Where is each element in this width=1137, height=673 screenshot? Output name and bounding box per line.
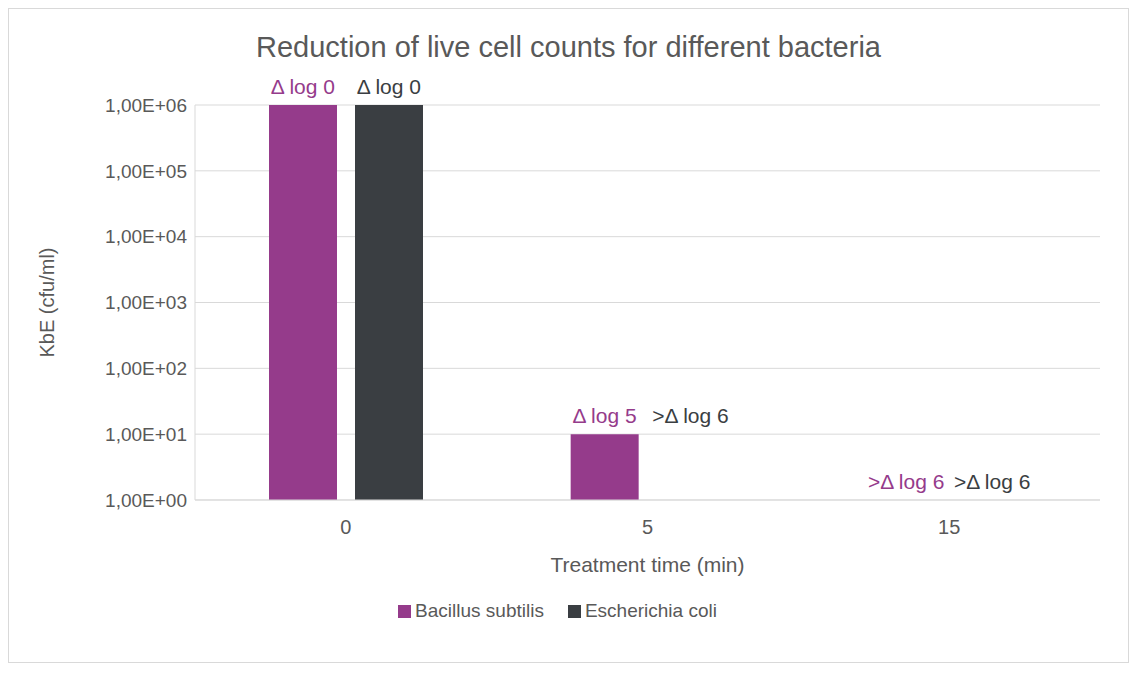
svg-text:Treatment time (min): Treatment time (min) xyxy=(550,553,744,576)
svg-text:Δ log 5: Δ log 5 xyxy=(572,404,636,427)
svg-text:>Δ log 6: >Δ log 6 xyxy=(652,404,729,427)
svg-text:>Δ log 6: >Δ log 6 xyxy=(954,470,1031,493)
svg-text:15: 15 xyxy=(938,516,960,538)
svg-text:1,00E+06: 1,00E+06 xyxy=(105,95,187,116)
html-text:Escherichia coli: Escherichia coli xyxy=(584,600,717,621)
svg-text:KbE (cfu/ml): KbE (cfu/ml) xyxy=(36,247,58,357)
svg-text:1,00E+03: 1,00E+03 xyxy=(105,292,187,313)
svg-text:Δ log 0: Δ log 0 xyxy=(271,75,335,98)
svg-text:1,00E+05: 1,00E+05 xyxy=(105,161,187,182)
svg-text:1,00E+00: 1,00E+00 xyxy=(105,490,187,511)
html-text:Bacillus subtilis: Bacillus subtilis xyxy=(415,600,544,621)
svg-text:1,00E+02: 1,00E+02 xyxy=(105,358,187,379)
svg-text:0: 0 xyxy=(340,516,351,538)
svg-text:>Δ log 6: >Δ log 6 xyxy=(868,470,945,493)
svg-text:1,00E+04: 1,00E+04 xyxy=(105,226,187,247)
svg-text:1,00E+01: 1,00E+01 xyxy=(105,424,187,445)
svg-text:5: 5 xyxy=(642,516,653,538)
html-text:Reduction of live cell counts: Reduction of live cell counts for differ… xyxy=(256,31,881,63)
svg-text:Δ log 0: Δ log 0 xyxy=(357,75,421,98)
